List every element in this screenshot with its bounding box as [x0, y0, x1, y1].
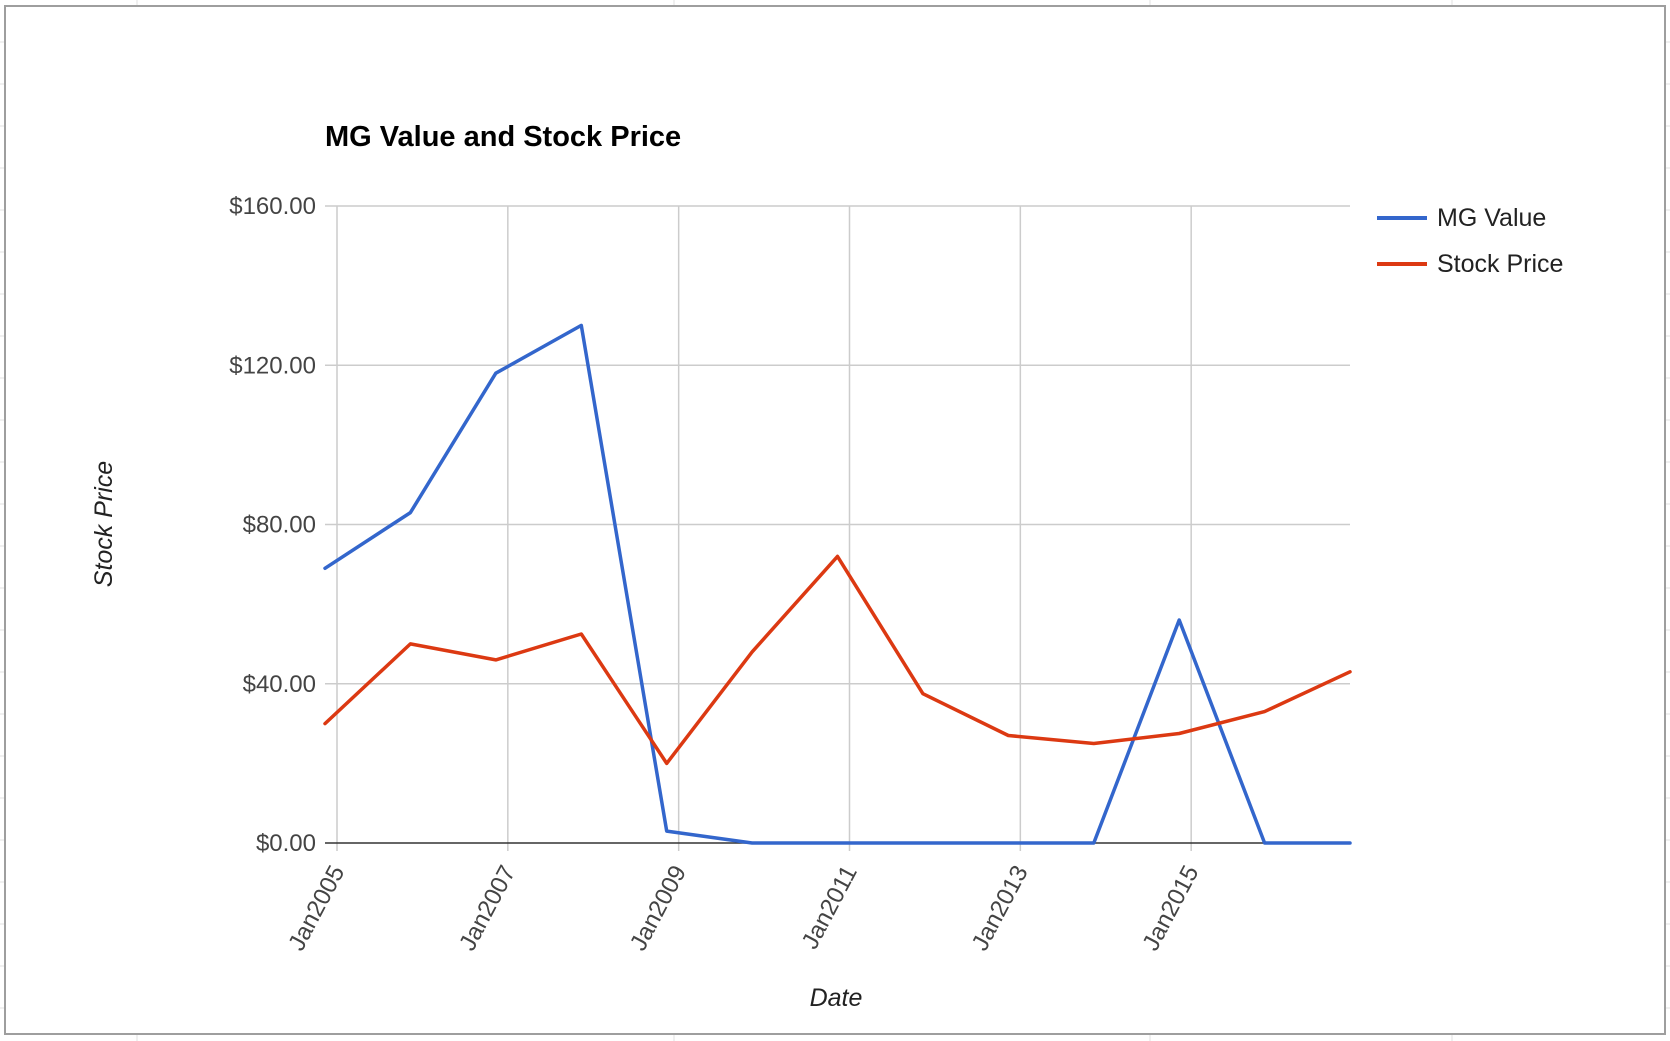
series-line-mg-value — [323, 323, 1352, 845]
series-line-stock-price — [323, 554, 1352, 766]
chart-title: MG Value and Stock Price — [325, 121, 681, 153]
x-axis-title: Date — [810, 984, 863, 1012]
legend-label-stock-price: Stock Price — [1437, 250, 1563, 278]
axes: $0.00 $40.00 $80.00 $120.00 $160.00 Jan2005 Ja… — [229, 193, 1350, 955]
y-tick-label: $0.00 — [256, 830, 316, 857]
x-tick-label: Jan2013 — [967, 861, 1034, 955]
legend: MG Value Stock Price — [1377, 204, 1563, 278]
series-lines — [323, 323, 1352, 845]
chart-container[interactable]: $0.00 $40.00 $80.00 $120.00 $160.00 Jan2005 Ja… — [4, 5, 1666, 1035]
y-tick-label: $160.00 — [229, 193, 316, 220]
x-tick-label: Jan2015 — [1137, 861, 1204, 955]
x-tick-label: Jan2011 — [797, 861, 863, 953]
y-tick-label: $40.00 — [243, 671, 316, 698]
line-chart: $0.00 $40.00 $80.00 $120.00 $160.00 Jan2005 Ja… — [90, 121, 1563, 1012]
gridlines — [325, 205, 1350, 851]
x-tick-label: Jan2007 — [454, 861, 521, 955]
x-tick-label: Jan2009 — [625, 861, 692, 955]
y-tick-label: $120.00 — [229, 352, 316, 379]
x-tick-label: Jan2005 — [283, 861, 350, 955]
y-tick-label: $80.00 — [243, 512, 316, 539]
legend-label-mg-value: MG Value — [1437, 204, 1546, 232]
y-axis-title: Stock Price — [90, 461, 118, 587]
